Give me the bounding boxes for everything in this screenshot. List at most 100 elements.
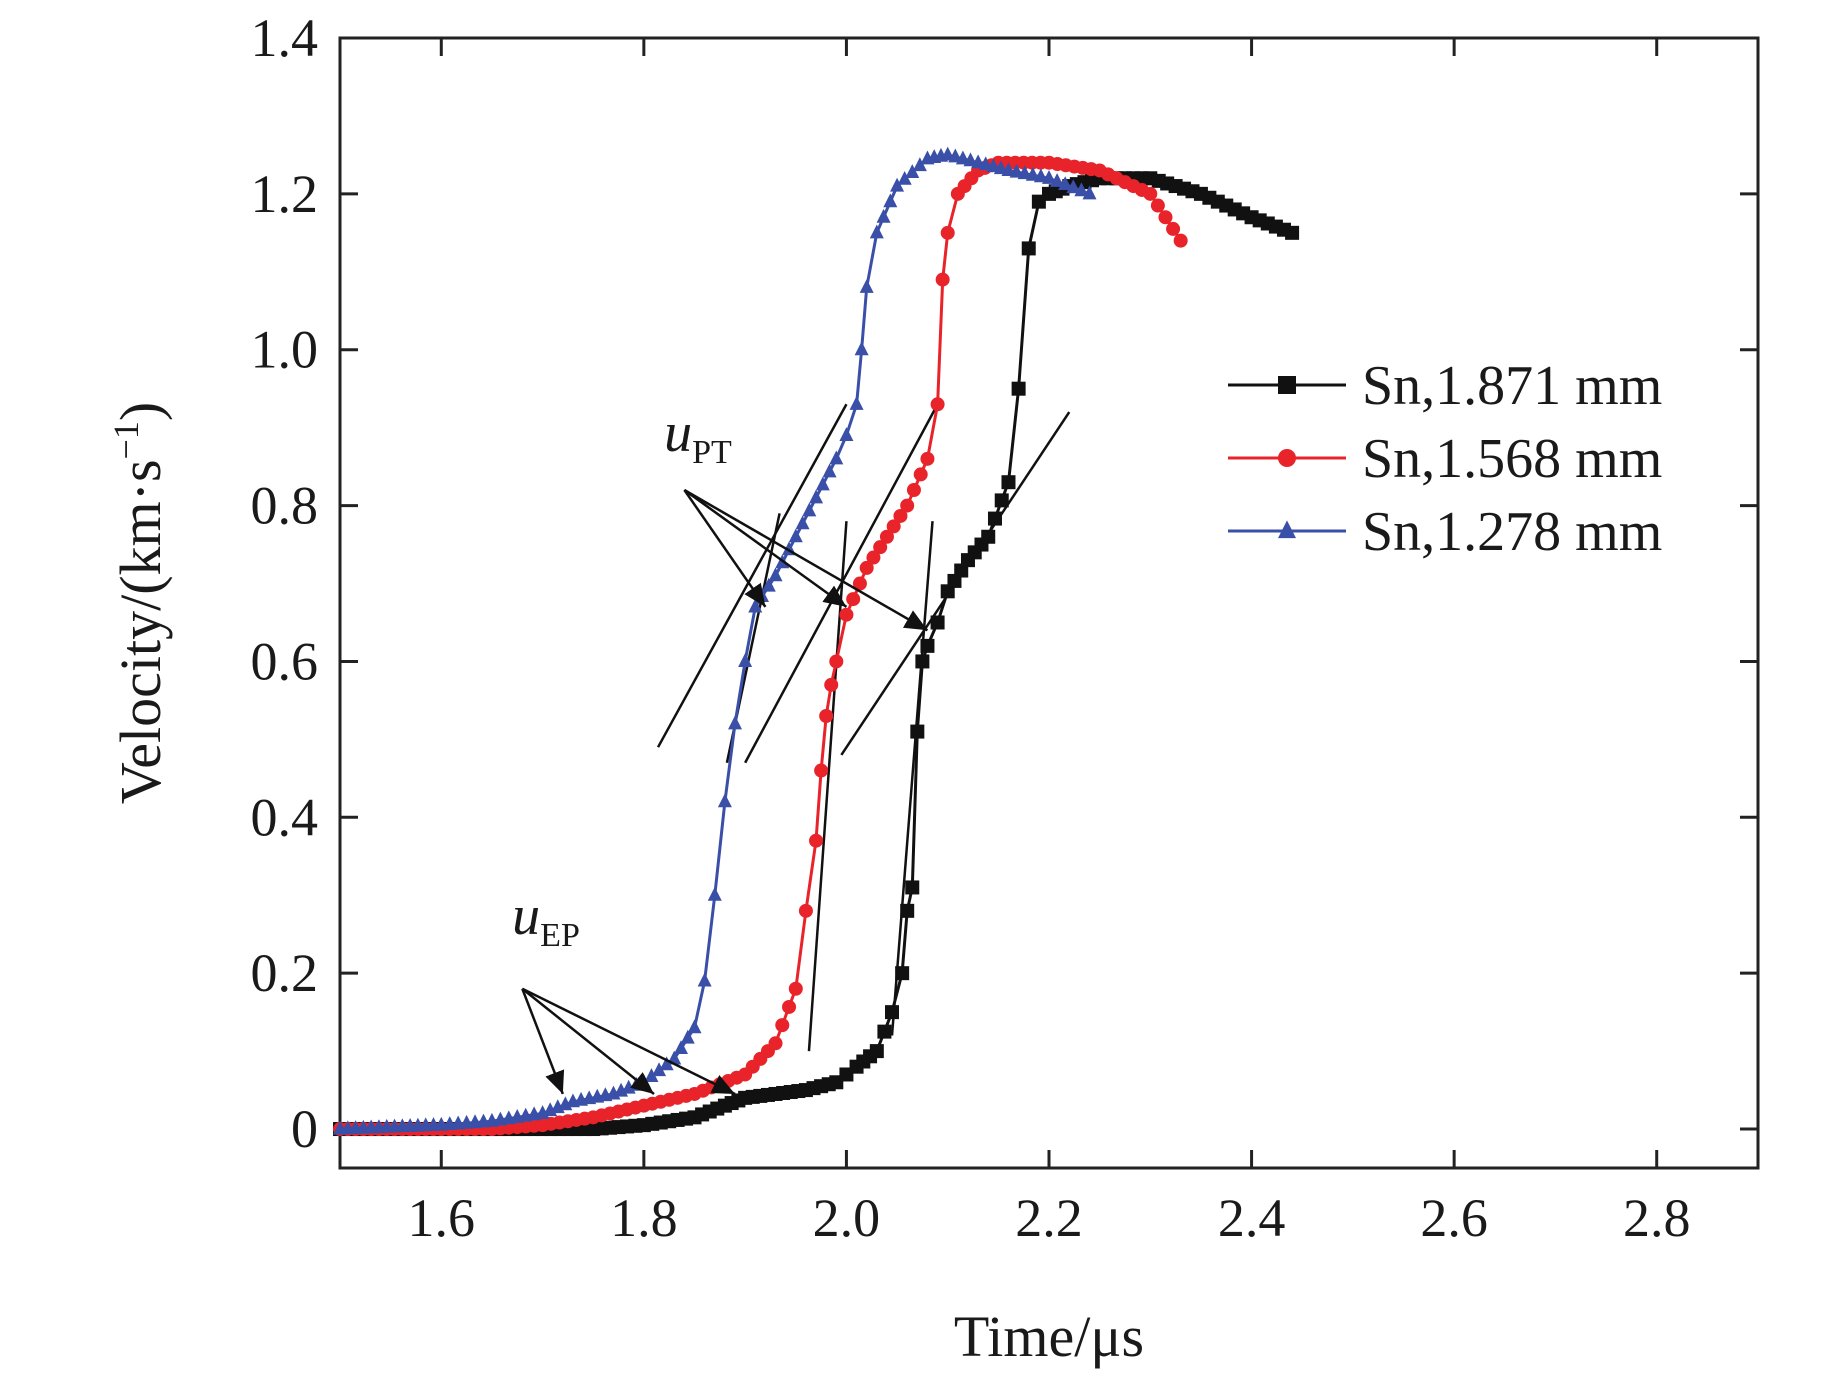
data-point	[869, 1044, 884, 1059]
data-point	[920, 451, 935, 466]
data-point	[859, 560, 874, 575]
data-point	[930, 397, 945, 412]
data-point	[1025, 166, 1040, 181]
annotation-subscript: EP	[540, 917, 580, 954]
data-point	[717, 793, 732, 808]
annotation-arrows	[521, 488, 929, 1096]
plot-frame	[338, 36, 1760, 1170]
legend-item: Sn,1.278 mm	[1228, 501, 1662, 563]
data-point	[798, 903, 813, 918]
data-point	[893, 508, 908, 523]
series-1	[333, 171, 1300, 1137]
data-point	[822, 463, 837, 478]
tangent-line	[807, 521, 848, 1052]
annotation-arrow	[521, 988, 565, 1095]
data-point	[687, 1019, 702, 1034]
data-point	[900, 903, 915, 918]
data-point	[915, 654, 930, 669]
data-point	[738, 653, 753, 667]
data-point	[900, 498, 915, 513]
data-point	[673, 1040, 688, 1055]
y-tick-label: 0.2	[251, 943, 319, 1003]
y-axis-ticks: 0 0.2 0.4 0.6 0.8 1.0 1.2 1.4	[251, 8, 1758, 1159]
data-point	[849, 395, 864, 410]
x-tick-label: 1.6	[408, 1188, 476, 1248]
y-tick-label: 0.8	[251, 476, 319, 536]
data-point	[819, 709, 834, 723]
y-tick-label: 1.2	[251, 164, 319, 224]
data-point	[897, 170, 912, 185]
data-point	[877, 1024, 892, 1039]
data-point	[873, 540, 888, 555]
annotation-label: uPT	[664, 402, 732, 471]
annotation-arrow	[683, 488, 848, 608]
legend: Sn,1.871 mm Sn,1.568 mm Sn,1.278 mm	[1228, 355, 1662, 563]
data-point	[869, 224, 884, 239]
data-point	[1166, 221, 1181, 236]
tangent-line	[656, 403, 848, 748]
data-point	[987, 511, 1002, 526]
data-point	[935, 272, 950, 287]
data-point	[930, 615, 945, 630]
data-point	[1285, 225, 1300, 240]
x-tick-label: 2.0	[813, 1188, 881, 1248]
data-point	[728, 715, 743, 730]
data-point	[1042, 169, 1056, 184]
data-point	[885, 1005, 900, 1020]
data-point	[913, 467, 928, 482]
data-point	[920, 638, 935, 653]
data-point	[775, 1018, 790, 1033]
data-point	[876, 208, 891, 223]
series-line	[340, 176, 1293, 1131]
data-point	[680, 1029, 695, 1044]
series-2	[333, 155, 1188, 1137]
x-axis-ticks: 1.6 1.8 2.0 2.2 2.4 2.6 2.8	[408, 38, 1691, 1248]
data-point	[854, 341, 869, 356]
data-point	[852, 576, 867, 591]
data-point	[768, 567, 783, 582]
data-point	[1001, 162, 1016, 177]
x-axis-title: Time/μs	[954, 1304, 1144, 1369]
x-tick-label: 1.8	[610, 1188, 678, 1248]
legend-label: Sn,1.278 mm	[1362, 501, 1662, 563]
data-point	[659, 1056, 674, 1071]
data-point	[815, 476, 830, 491]
data-point	[895, 966, 910, 981]
data-point	[768, 1036, 783, 1051]
data-point	[890, 177, 905, 192]
data-point	[788, 528, 803, 543]
data-point	[1017, 165, 1032, 180]
data-point	[829, 654, 844, 669]
data-point	[795, 515, 810, 530]
data-point	[707, 886, 722, 901]
data-point	[866, 550, 881, 565]
annotation-subscript: PT	[692, 434, 732, 471]
series-group	[333, 146, 1300, 1137]
data-point	[824, 677, 839, 692]
series-3	[333, 146, 1097, 1135]
legend-marker	[1278, 376, 1296, 394]
annotation-arrow	[683, 488, 929, 632]
data-point	[652, 1062, 667, 1077]
data-point	[829, 450, 844, 465]
y-axis-title: Velocity/(km·s−1)	[106, 402, 173, 804]
data-point	[886, 519, 901, 534]
data-point	[1058, 176, 1073, 191]
annotation-arrow	[521, 987, 736, 1096]
annotation-main: u	[664, 402, 692, 464]
data-point	[883, 193, 898, 208]
data-point	[1158, 210, 1173, 225]
x-tick-label: 2.8	[1623, 1188, 1691, 1248]
data-point	[910, 724, 925, 739]
annotation-arrow	[683, 489, 767, 608]
legend-label: Sn,1.871 mm	[1362, 355, 1662, 417]
data-point	[809, 489, 824, 504]
data-point	[879, 529, 894, 544]
y-tick-label: 0.4	[251, 787, 319, 847]
y-axis-title-main: Velocity/(km·s	[108, 459, 173, 804]
series-line	[340, 161, 1182, 1131]
data-point	[940, 225, 955, 240]
annotation-label: uEP	[512, 885, 580, 954]
y-tick-label: 1.4	[251, 8, 319, 68]
